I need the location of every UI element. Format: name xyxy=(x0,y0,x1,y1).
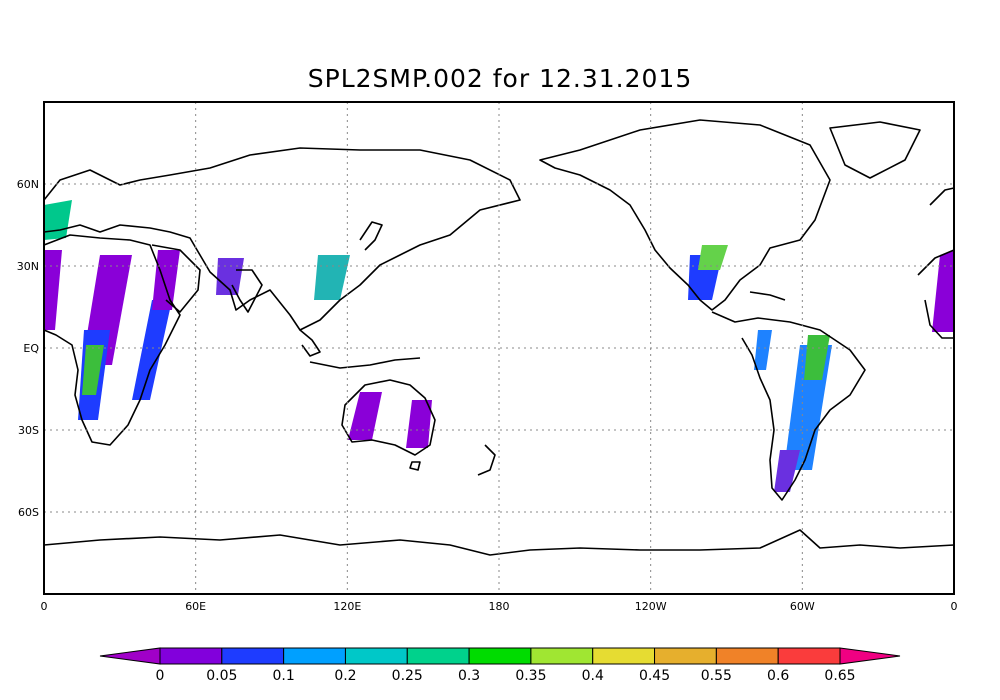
colorbar-box xyxy=(777,647,841,665)
lon-tick-label: 0 xyxy=(951,600,958,613)
coast-indonesia xyxy=(309,357,421,369)
coast-se-asia xyxy=(299,329,321,357)
lat-tick-label: 30N xyxy=(17,260,39,273)
swath-china xyxy=(314,255,350,300)
swath-patagonia xyxy=(774,450,800,492)
swath-west-africa xyxy=(44,250,62,330)
coast-australia xyxy=(341,379,436,456)
colorbar-tick-label: 0.1 xyxy=(273,668,295,684)
colorbar: 0 0.05 0.1 0.2 0.25 0.3 0.35 0.4 0.45 0.55 0.6 0.65 xyxy=(99,647,901,684)
colorbar-box xyxy=(654,647,717,665)
map-panel: 0 60E 120E 180 120W 60W 0 60N 30N EQ 30S 60S xyxy=(17,101,958,613)
coast-caribbean xyxy=(749,291,786,301)
swath-us-green xyxy=(698,245,728,270)
lat-tick-label: 60N xyxy=(17,178,39,191)
lat-tick-label: 30S xyxy=(18,424,39,437)
coast-north-america xyxy=(539,119,831,311)
lon-tick-label: 180 xyxy=(489,600,510,613)
colorbar-over-triangle xyxy=(839,647,901,665)
swath-east-africa xyxy=(132,300,172,400)
colorbar-tick-label: 0.05 xyxy=(206,668,237,684)
lon-tick-label: 0 xyxy=(41,600,48,613)
coast-eurasia xyxy=(43,147,521,331)
colorbar-tick-label: 0.3 xyxy=(458,668,480,684)
soil-moisture-swaths xyxy=(44,200,954,492)
lat-tick-label: EQ xyxy=(23,342,39,355)
colorbar-box xyxy=(406,647,470,665)
colorbar-tick-label: 0.25 xyxy=(392,668,423,684)
lon-tick-label: 120W xyxy=(635,600,667,613)
lon-tick-label: 60W xyxy=(790,600,815,613)
latitude-labels: 60N 30N EQ 30S 60S xyxy=(17,178,40,519)
coast-japan xyxy=(359,221,383,251)
coast-tasmania xyxy=(409,461,421,471)
coast-south-america xyxy=(711,311,866,501)
coast-new-zealand xyxy=(477,444,496,476)
swath-amazon-west xyxy=(754,330,772,370)
colorbar-box xyxy=(344,647,408,665)
coast-india xyxy=(231,269,263,313)
map-gridlines xyxy=(44,102,954,594)
swath-australia-west xyxy=(348,392,382,440)
coast-europe-west xyxy=(929,187,955,206)
swath-europe xyxy=(44,200,72,240)
colorbar-box xyxy=(530,647,594,665)
colorbar-box xyxy=(283,647,346,665)
coast-greenland xyxy=(829,121,921,179)
swath-brazil-green xyxy=(804,335,830,380)
coast-africa xyxy=(43,234,181,446)
swath-iran xyxy=(216,258,244,295)
coast-antarctica xyxy=(43,529,955,556)
colorbar-tick-label: 0.45 xyxy=(639,668,670,684)
coast-arabia xyxy=(151,244,201,313)
colorbar-under-triangle xyxy=(99,647,161,665)
lon-tick-label: 60E xyxy=(185,600,206,613)
lat-tick-label: 60S xyxy=(18,506,39,519)
colorbar-tick-label: 0.35 xyxy=(515,668,546,684)
colorbar-tick-label: 0.4 xyxy=(582,668,604,684)
colorbar-box xyxy=(715,647,779,665)
colorbar-box xyxy=(221,647,285,665)
colorbar-tick-label: 0.6 xyxy=(767,668,789,684)
swath-australia-east xyxy=(406,400,432,448)
colorbar-box xyxy=(592,647,656,665)
colorbar-box xyxy=(159,647,223,665)
swath-atlantic-africa xyxy=(932,250,954,332)
colorbar-tick-label: 0.2 xyxy=(334,668,356,684)
map-frame xyxy=(43,101,955,595)
colorbar-tick-label: 0.65 xyxy=(824,668,855,684)
colorbar-tick-label: 0.55 xyxy=(701,668,732,684)
lon-tick-label: 120E xyxy=(333,600,361,613)
coast-west-africa-east xyxy=(917,249,955,339)
swath-arabia xyxy=(152,250,180,310)
swath-africa-green xyxy=(82,345,104,395)
coastlines xyxy=(43,119,955,556)
longitude-labels: 0 60E 120E 180 120W 60W 0 xyxy=(41,600,958,613)
colorbar-box xyxy=(468,647,532,665)
map-title: SPL2SMP.002 for 12.31.2015 xyxy=(308,64,692,93)
colorbar-tick-label: 0 xyxy=(156,668,165,684)
